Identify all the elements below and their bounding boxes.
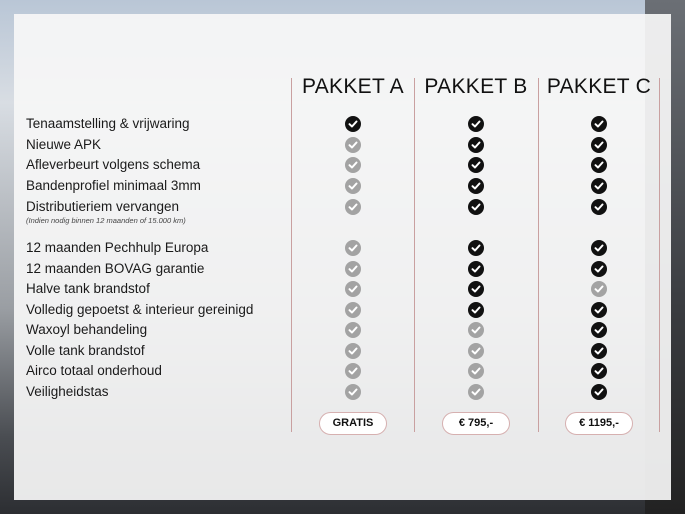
check-not-included-icon bbox=[345, 137, 361, 153]
check-not-included-icon bbox=[345, 178, 361, 194]
check-included-icon bbox=[591, 302, 607, 318]
check-included-icon bbox=[468, 116, 484, 132]
feature-label: Volledig gepoetst & interieur gereinigd bbox=[26, 302, 254, 317]
check-not-included-icon bbox=[345, 199, 361, 215]
check-included-icon bbox=[468, 261, 484, 277]
check-included-icon bbox=[591, 261, 607, 277]
feature-label: Nieuwe APK bbox=[26, 137, 102, 152]
check-included-icon bbox=[591, 322, 607, 338]
column-divider bbox=[659, 78, 660, 432]
feature-label: Halve tank brandstof bbox=[26, 281, 150, 296]
package-header: PAKKET C bbox=[546, 75, 652, 98]
check-not-included-icon bbox=[345, 322, 361, 338]
check-not-included-icon bbox=[345, 384, 361, 400]
check-included-icon bbox=[468, 240, 484, 256]
check-not-included-icon bbox=[345, 363, 361, 379]
package-header: PAKKET A bbox=[301, 75, 404, 98]
check-not-included-icon bbox=[345, 240, 361, 256]
check-not-included-icon bbox=[468, 343, 484, 359]
check-not-included-icon bbox=[345, 281, 361, 297]
check-included-icon bbox=[468, 178, 484, 194]
price-button[interactable]: GRATIS bbox=[319, 412, 387, 435]
feature-label: Volle tank brandstof bbox=[26, 343, 145, 358]
check-not-included-icon bbox=[345, 343, 361, 359]
feature-label: 12 maanden Pechhulp Europa bbox=[26, 240, 209, 255]
feature-label: Bandenprofiel minimaal 3mm bbox=[26, 178, 201, 193]
feature-label: Veiligheidstas bbox=[26, 384, 109, 399]
check-included-icon bbox=[591, 240, 607, 256]
column-divider bbox=[291, 78, 292, 432]
check-not-included-icon bbox=[468, 363, 484, 379]
feature-label: Afleverbeurt volgens schema bbox=[26, 157, 201, 172]
distributieriem-note: (Indien nodig binnen 12 maanden of 15.00… bbox=[26, 216, 186, 225]
check-not-included-icon bbox=[468, 384, 484, 400]
check-not-included-icon bbox=[345, 302, 361, 318]
price-button[interactable]: € 1195,- bbox=[565, 412, 633, 435]
package-header: PAKKET B bbox=[424, 75, 528, 98]
check-included-icon bbox=[591, 343, 607, 359]
check-included-icon bbox=[345, 116, 361, 132]
check-included-icon bbox=[591, 178, 607, 194]
check-included-icon bbox=[468, 137, 484, 153]
price-button[interactable]: € 795,- bbox=[442, 412, 510, 435]
column-divider bbox=[538, 78, 539, 432]
check-included-icon bbox=[591, 137, 607, 153]
check-not-included-icon bbox=[591, 281, 607, 297]
check-not-included-icon bbox=[345, 261, 361, 277]
feature-label: 12 maanden BOVAG garantie bbox=[26, 261, 205, 276]
check-included-icon bbox=[468, 199, 484, 215]
check-included-icon bbox=[591, 157, 607, 173]
check-not-included-icon bbox=[468, 322, 484, 338]
check-included-icon bbox=[591, 363, 607, 379]
check-included-icon bbox=[591, 116, 607, 132]
check-included-icon bbox=[591, 384, 607, 400]
check-included-icon bbox=[468, 281, 484, 297]
feature-label: Airco totaal onderhoud bbox=[26, 363, 162, 378]
check-included-icon bbox=[591, 199, 607, 215]
check-included-icon bbox=[468, 302, 484, 318]
feature-label: Tenaamstelling & vrijwaring bbox=[26, 116, 190, 131]
column-divider bbox=[414, 78, 415, 432]
check-included-icon bbox=[468, 157, 484, 173]
check-not-included-icon bbox=[345, 157, 361, 173]
feature-label: Distributieriem vervangen bbox=[26, 199, 180, 214]
feature-label: Waxoyl behandeling bbox=[26, 322, 148, 337]
